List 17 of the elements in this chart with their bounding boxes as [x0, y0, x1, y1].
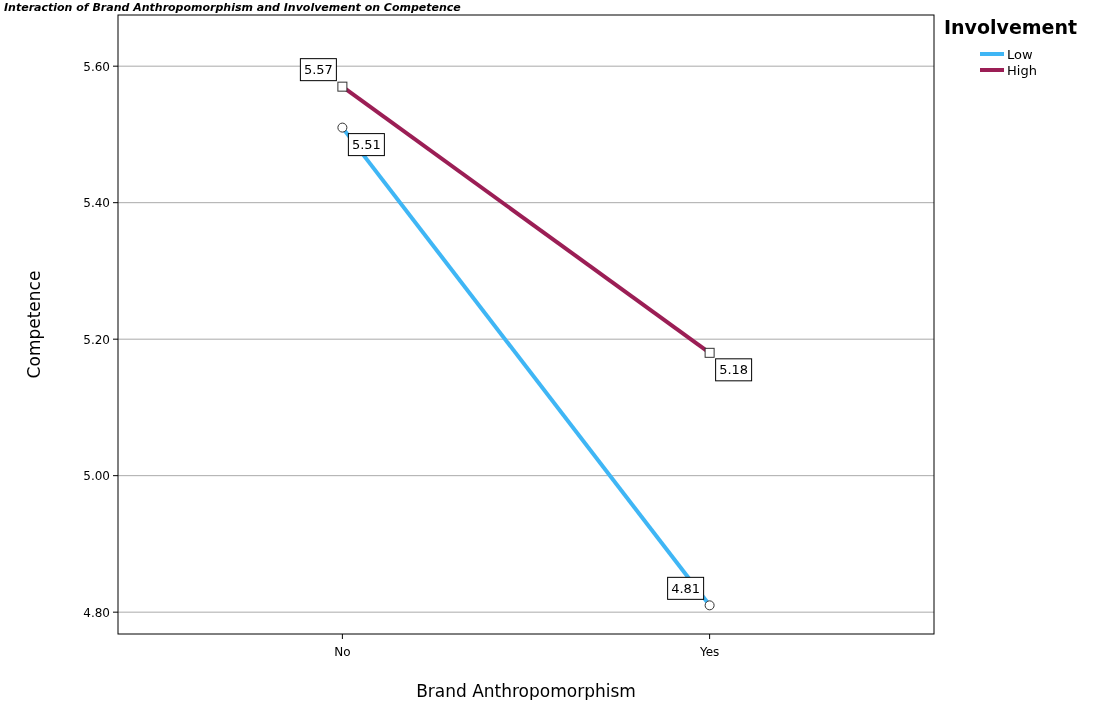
- data-label: 5.57: [303, 62, 333, 78]
- x-tick-label: No: [334, 645, 351, 659]
- x-axis-title: Brand Anthropomorphism: [416, 681, 636, 701]
- data-label: 5.18: [719, 362, 749, 378]
- y-axis-title: Competence: [24, 270, 44, 379]
- legend-label: Low: [1007, 47, 1033, 62]
- x-tick-label: Yes: [698, 645, 720, 659]
- y-tick-label: 5.00: [83, 469, 110, 484]
- legend-title: Involvement: [944, 16, 1078, 38]
- y-tick-label: 5.40: [83, 196, 110, 211]
- data-label: 5.51: [351, 137, 381, 153]
- y-tick-label: 5.60: [83, 59, 110, 74]
- y-tick-label: 4.80: [83, 605, 110, 620]
- chart-title: Interaction of Brand Anthropomorphism and Involvement on Competence: [4, 1, 462, 14]
- y-tick-label: 5.20: [83, 332, 110, 347]
- legend-label: High: [1007, 63, 1037, 78]
- data-label: 4.81: [671, 580, 701, 596]
